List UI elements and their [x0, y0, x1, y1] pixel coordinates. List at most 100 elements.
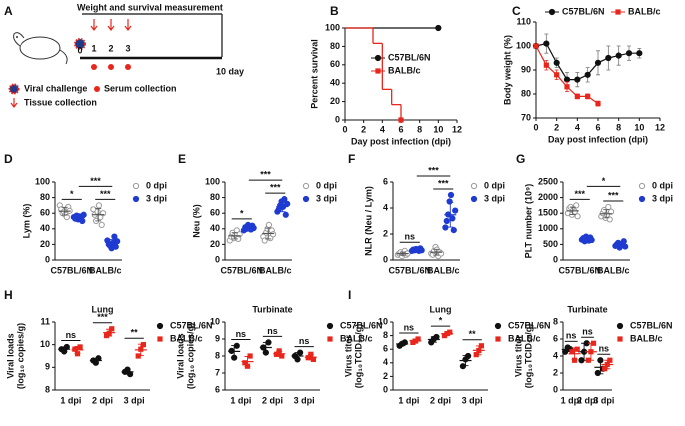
point: [109, 326, 115, 332]
y-tick-label: 10: [378, 316, 388, 326]
legend-label: BALB/c: [340, 333, 373, 343]
sd-bar: [109, 239, 116, 248]
point: [564, 84, 570, 90]
point: [435, 24, 442, 32]
legend-label: 0 dpi: [146, 180, 167, 190]
y-tick-label: 2: [553, 367, 558, 377]
legend-marker: [615, 9, 621, 15]
sd-bar: [413, 248, 420, 252]
legend-arrow: [10, 98, 18, 108]
y-tick-label: 2: [383, 228, 388, 238]
x-tick-label: C57BL/6N: [388, 265, 431, 275]
comparison-label: *: [70, 189, 74, 199]
y-tick-label: 6: [215, 384, 220, 394]
schematic: A Weight and survival measurement 0 1 2 …: [4, 2, 244, 108]
y-tick-label: 40: [210, 223, 220, 233]
virus-icon: [74, 38, 86, 50]
legend-label: C57BL/6N: [508, 320, 551, 330]
point: [98, 221, 105, 228]
y-tick-label: 100: [205, 176, 220, 186]
y-tick-label: 100: [35, 176, 50, 186]
y-tick-label: 1000: [538, 223, 558, 233]
day-label: 3: [125, 43, 130, 53]
legend-label: 3 dpi: [146, 193, 167, 203]
x-tick-label: 4: [380, 124, 385, 134]
y-tick-label: 0: [215, 254, 220, 264]
serum-dot: [91, 64, 97, 70]
sd-bar: [231, 345, 238, 358]
sd-bar: [617, 242, 624, 248]
legend-marker: [157, 336, 163, 342]
x-tick-label: 12: [452, 124, 462, 134]
point: [247, 353, 253, 359]
y-tick-label: 2500: [538, 176, 558, 186]
x-tick-label: 2: [554, 122, 559, 132]
legend-label: C57BL/6N: [562, 6, 605, 16]
sd-bar: [583, 237, 590, 242]
legend-marker: [302, 182, 310, 190]
point: [459, 363, 467, 370]
end-label: 10 day: [216, 66, 244, 76]
y-axis-label: (log₁₀ copies/g): [185, 323, 195, 389]
point: [103, 333, 110, 339]
sd-bar: [433, 248, 440, 256]
point: [595, 101, 601, 107]
legend-marker: [302, 195, 310, 203]
y-axis-label: Lym (%): [21, 204, 31, 239]
legend-label: 0 dpi: [316, 180, 337, 190]
point: [569, 349, 575, 355]
mouse-eye: [16, 36, 18, 38]
point: [554, 72, 560, 78]
y-axis-label: (log₁₀TCID₅₀/g): [523, 324, 533, 388]
sd-bar: [412, 338, 419, 343]
x-tick-label: 8: [417, 124, 422, 134]
legend-label: Tissue collection: [24, 97, 97, 107]
legend-label: 0 dpi: [652, 180, 673, 190]
sd-bar: [597, 360, 604, 375]
y-tick-label: 10: [40, 339, 50, 349]
point: [533, 43, 539, 49]
mouse-head: [13, 32, 25, 47]
point: [135, 353, 141, 359]
panel-label: I: [348, 288, 351, 302]
comparison-label: *: [602, 176, 606, 186]
x-tick-label: C57BL/6N: [220, 265, 263, 275]
legend-marker: [327, 336, 333, 342]
sd-bar: [265, 227, 272, 240]
y-tick-label: 4: [383, 357, 388, 367]
legend-marker: [470, 195, 478, 203]
x-tick-label: 2 dpi: [92, 395, 113, 405]
legend-label: Viral challenge: [24, 83, 87, 93]
legend-label: 3 dpi: [316, 193, 337, 203]
point: [594, 59, 602, 66]
point: [443, 217, 450, 225]
x-tick-label: 0: [533, 122, 538, 132]
sd-bar: [603, 209, 610, 219]
y-axis-label: PLT number (10⁹): [523, 184, 533, 259]
y-tick-label: 0: [553, 384, 558, 394]
sd-bar: [75, 215, 82, 221]
point: [563, 76, 571, 83]
legend-marker: [616, 322, 624, 330]
point: [95, 202, 103, 209]
y-axis-label: Body weight (%): [502, 35, 512, 105]
legend-virus: [8, 83, 20, 95]
point: [270, 231, 277, 238]
comparison-label: ***: [97, 312, 108, 322]
legend-label: 0 dpi: [484, 180, 505, 190]
day-label: 0: [77, 45, 82, 55]
legend-label: BALB/c: [508, 333, 541, 343]
y-tick-label: 0: [553, 254, 558, 264]
legend-label: 3 dpi: [652, 193, 673, 203]
y-tick-label: 80: [210, 192, 220, 202]
mouse-body: [19, 36, 61, 60]
y-tick-label: 110: [516, 16, 531, 26]
mouse-tail: [59, 49, 68, 65]
y-tick-label: 2: [383, 371, 388, 381]
sd-bar: [245, 225, 252, 230]
panel-label: G: [516, 152, 525, 166]
y-tick-label: 70: [521, 112, 531, 122]
x-axis-label: Day post infection (dpi): [351, 136, 451, 146]
sd-bar: [447, 201, 454, 228]
comparison-label: ns: [404, 322, 415, 332]
